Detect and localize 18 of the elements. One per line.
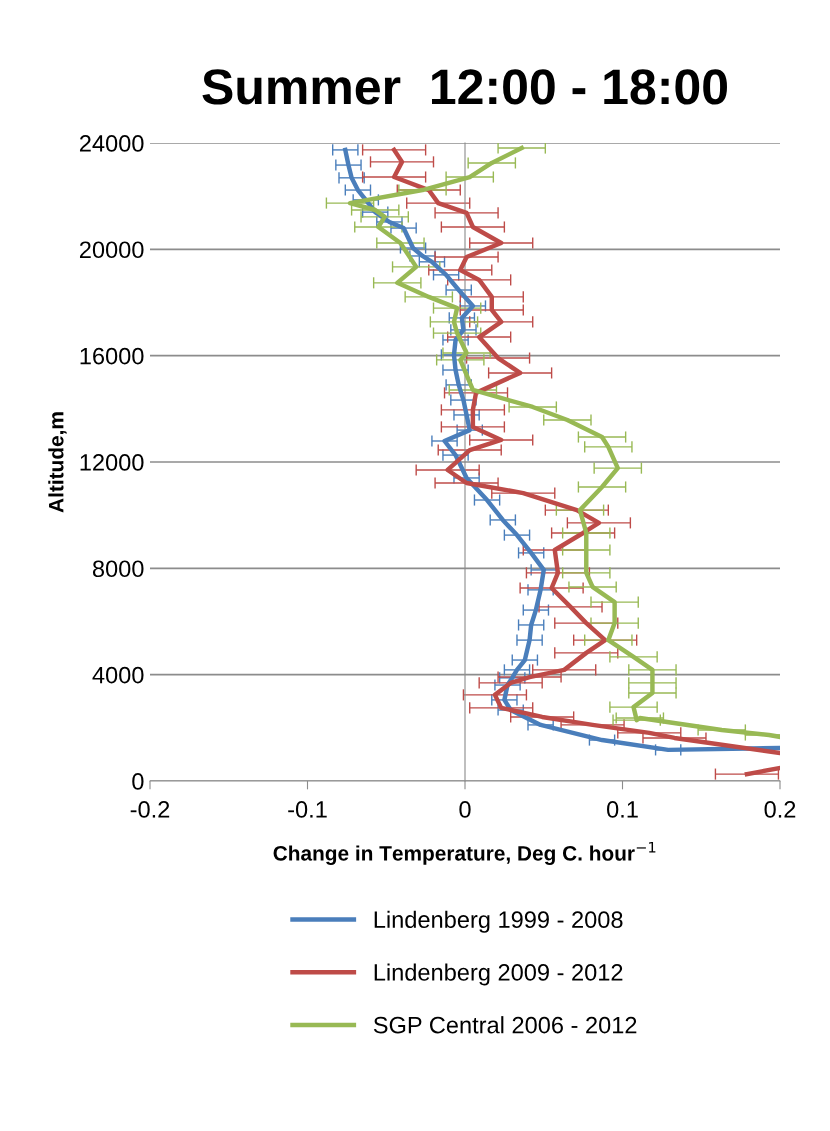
legend-label: SGP Central 2006 - 2012 — [373, 1016, 637, 1034]
x-tick-label: 0 — [459, 801, 471, 818]
y-axis-title: Altitude,m — [48, 412, 67, 513]
y-tick-label: 24000 — [79, 135, 144, 152]
y-tick-label: 12000 — [80, 454, 144, 471]
x-tick-label: 0.2 — [764, 801, 796, 818]
y-tick-label: 20000 — [79, 241, 144, 259]
chart-title: Summer 12:00 - 18:00 — [202, 69, 727, 105]
x-axis-title: Change in Temperature, Deg C. hour$^{−1}$ — [273, 841, 656, 865]
x-tick-label: 0.1 — [607, 801, 638, 818]
legend-label: Lindenberg 1999 - 2008 — [374, 910, 623, 933]
x-tick-label: -0.2 — [130, 801, 170, 818]
legend-label: Lindenberg 2009 - 2012 — [374, 963, 623, 986]
y-tick-label: 4000 — [92, 666, 144, 684]
x-tick-label: -0.1 — [288, 801, 327, 818]
y-tick-label: 16000 — [80, 347, 144, 365]
y-tick-label: 8000 — [92, 560, 144, 578]
y-tick-label: 0 — [132, 773, 144, 790]
